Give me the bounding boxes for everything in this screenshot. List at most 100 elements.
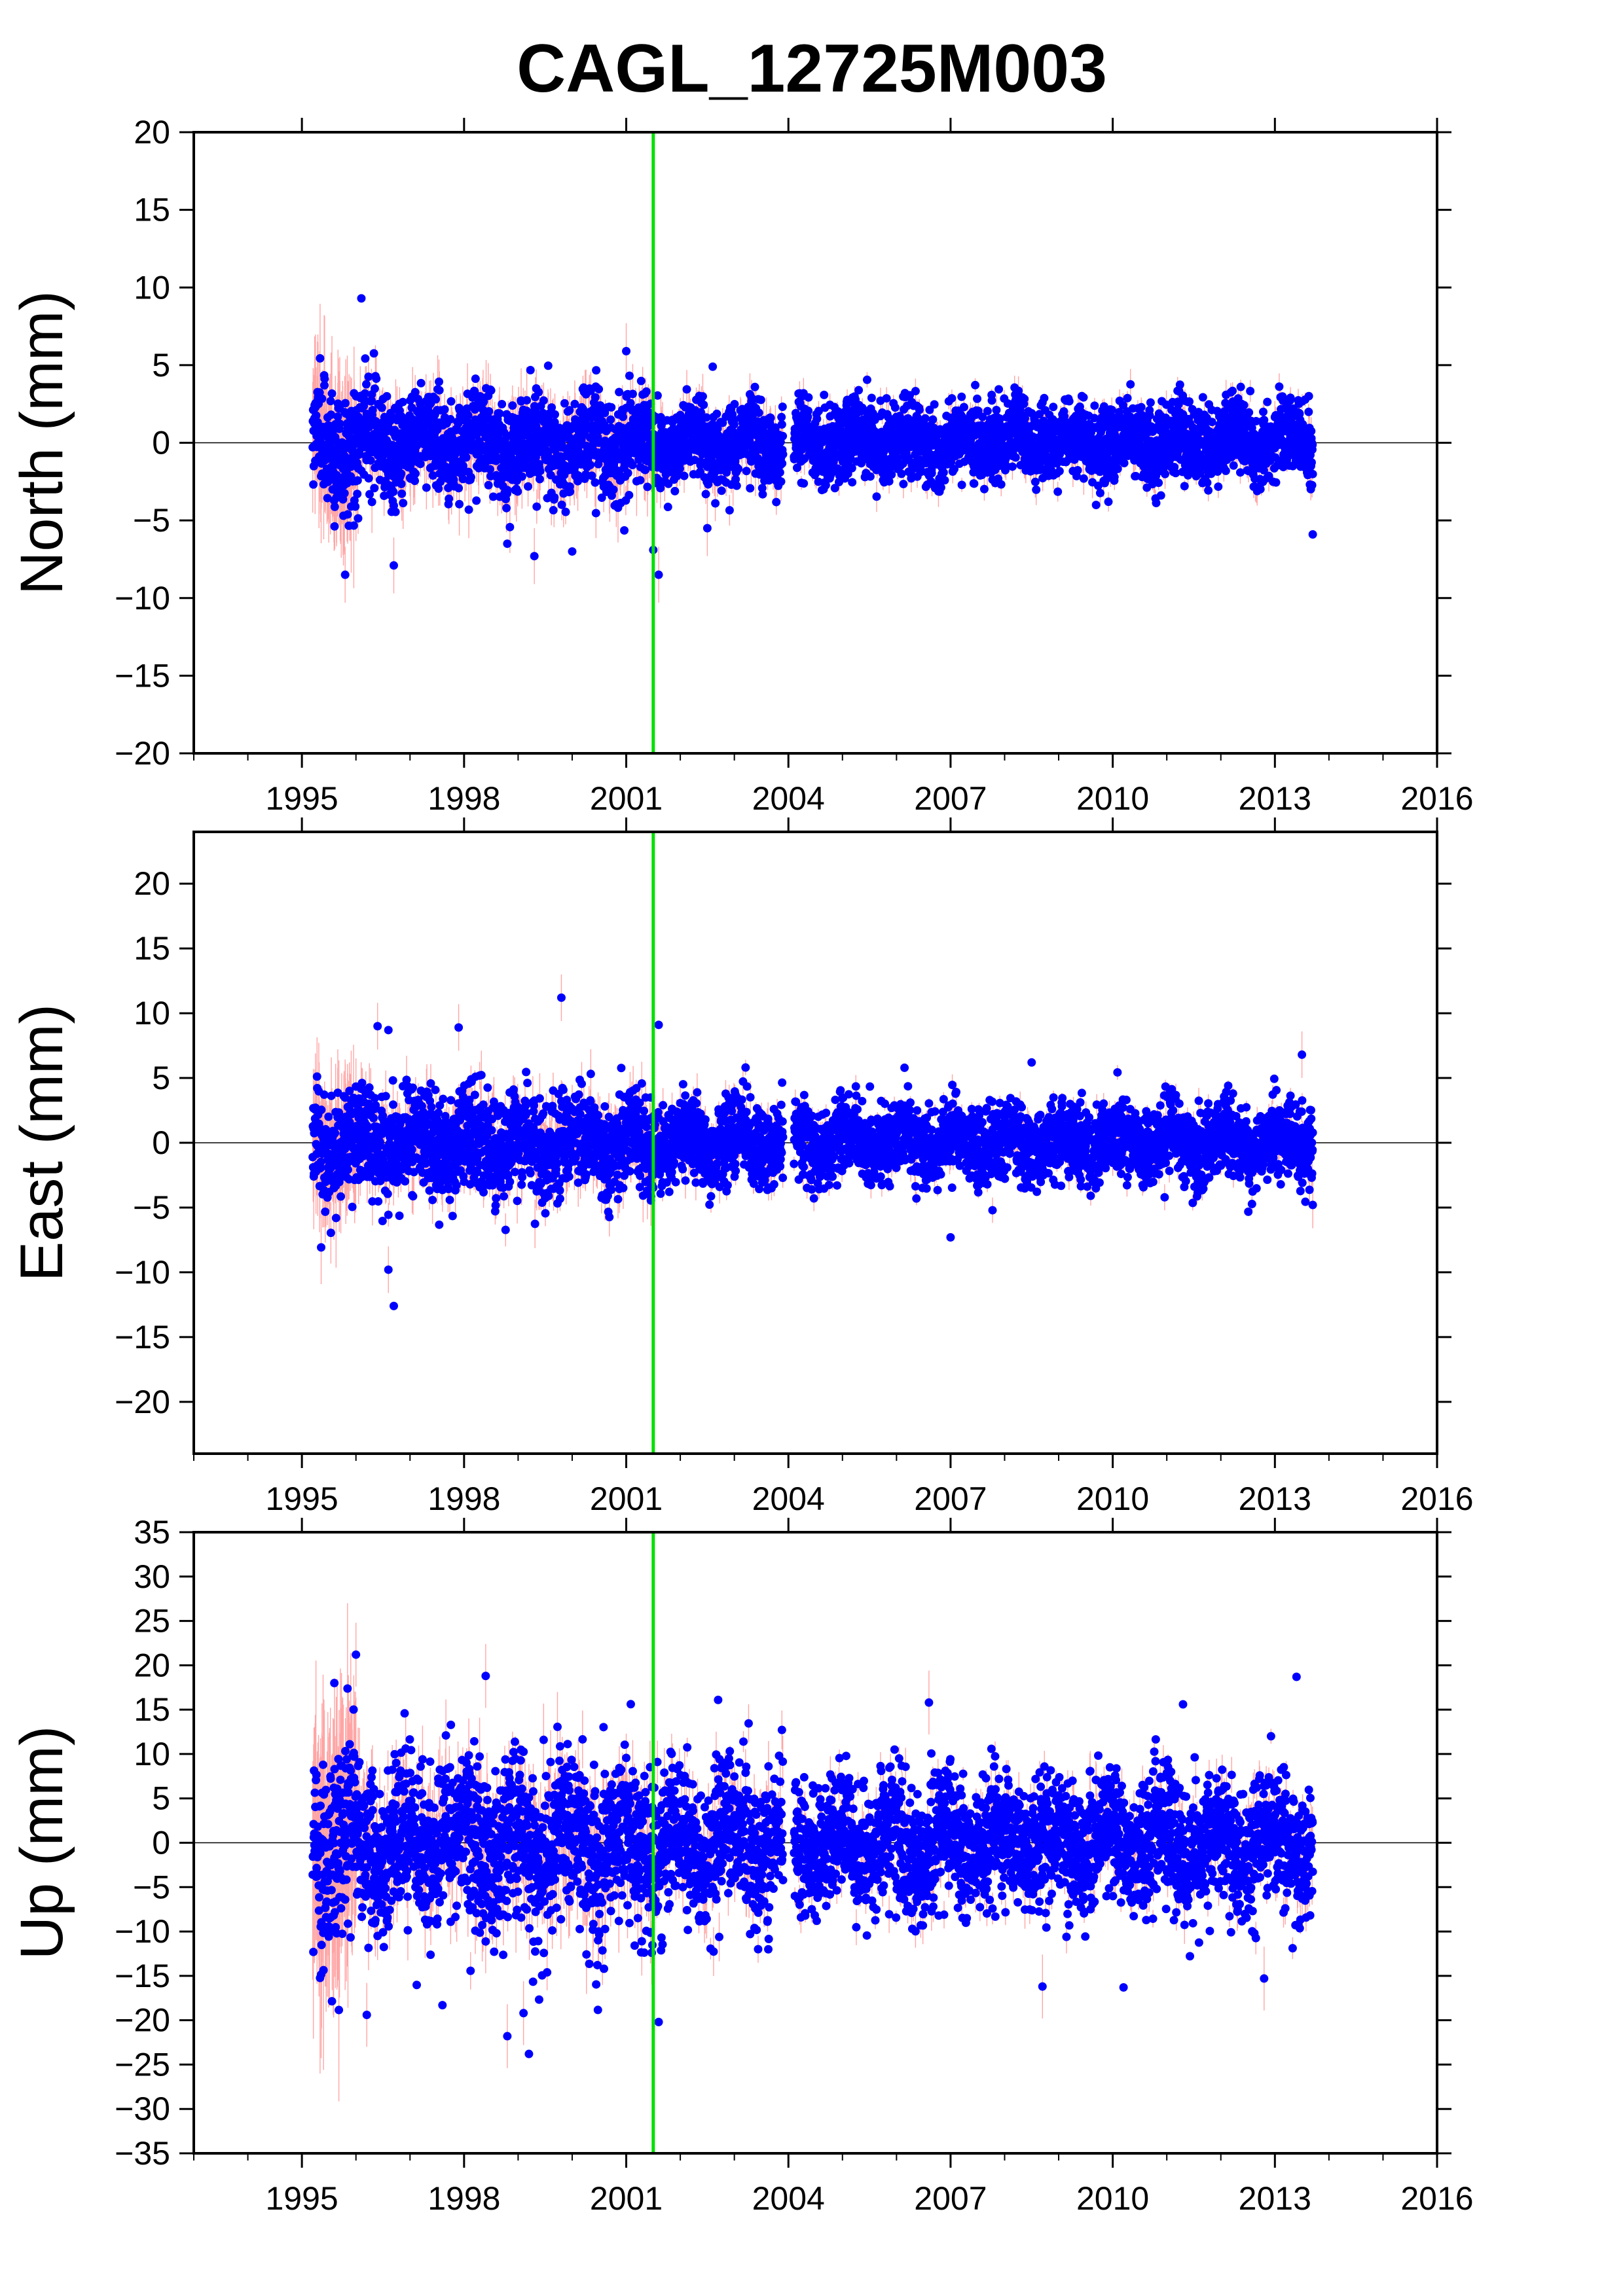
north-data-point: [410, 476, 420, 486]
north-data-point: [464, 505, 473, 514]
north-data-point: [778, 431, 788, 440]
north-data-point: [361, 389, 370, 398]
north-data-point: [772, 497, 781, 507]
north-data-point: [619, 412, 628, 422]
north-data-point: [747, 393, 756, 403]
north-data-point: [550, 418, 559, 427]
north-data-point: [435, 377, 444, 386]
north-data-point: [696, 408, 705, 417]
north-data-point: [350, 496, 359, 505]
north-data-point: [435, 386, 444, 395]
north-data-point: [642, 387, 651, 396]
north-data-point: [341, 399, 350, 408]
north-data-point: [776, 477, 786, 486]
north-data-point: [411, 469, 420, 478]
north-data-point: [746, 484, 755, 493]
north-data-point: [316, 353, 325, 363]
north-data-point: [643, 482, 652, 492]
north-data-point: [704, 480, 713, 489]
north-data-point: [495, 409, 504, 418]
north-data-point: [353, 476, 362, 485]
north-data-point: [592, 366, 601, 375]
north-data-point: [626, 399, 635, 408]
north-data-point: [587, 471, 596, 480]
north-data-point: [628, 389, 637, 399]
north-data-point: [488, 492, 498, 501]
north-data-point: [330, 502, 339, 511]
north-data-point: [524, 482, 533, 491]
north-data-point: [471, 374, 480, 384]
north-data-point: [853, 445, 862, 454]
north-data-point: [549, 506, 558, 515]
north-data-point: [712, 409, 721, 418]
north-data-point: [814, 406, 823, 416]
north-data-point: [734, 464, 743, 473]
north-data-point: [591, 509, 600, 518]
north-data-point: [792, 463, 801, 473]
north-data-point: [884, 476, 894, 486]
north-data-point: [320, 374, 329, 384]
north-data-point: [534, 387, 543, 397]
north-data-point: [369, 349, 378, 358]
north-data-point: [539, 396, 548, 405]
north-data-point: [636, 376, 646, 386]
north-data-point: [775, 468, 784, 477]
north-data-point: [799, 479, 809, 488]
north-data-point: [330, 522, 339, 531]
north-data-point: [742, 467, 751, 476]
north-data-point: [653, 391, 662, 400]
north-data-point: [319, 381, 329, 390]
north-data-point: [830, 484, 839, 493]
north-data-point: [682, 385, 691, 394]
north-data-point: [757, 484, 767, 493]
north-data-point: [464, 411, 473, 420]
north-data-point: [750, 382, 759, 391]
north-data-point: [532, 502, 541, 511]
north-data-point: [625, 490, 634, 499]
north-data-point: [416, 378, 426, 387]
north-data-point: [758, 490, 767, 499]
north-data-point: [670, 486, 680, 495]
north-data-point: [636, 476, 645, 485]
north-data-point: [777, 420, 786, 429]
north-data-point: [597, 493, 606, 502]
north-data-point: [543, 361, 553, 370]
north-data-point: [641, 465, 650, 475]
north-data-point: [591, 478, 600, 487]
north-data-point: [778, 459, 787, 468]
chart-title: CAGL_12725M003: [517, 31, 1107, 107]
north-data-point: [882, 394, 891, 403]
north-data-point: [366, 456, 375, 465]
north-data-point: [544, 410, 553, 419]
north-data-point: [557, 500, 566, 509]
north-data-point: [833, 406, 843, 416]
north-data-point: [416, 459, 425, 469]
north-data-point: [820, 390, 829, 399]
north-data-point: [675, 464, 684, 473]
north-data-point: [422, 483, 431, 492]
north-data-point: [370, 384, 379, 393]
north-data-point: [756, 395, 765, 404]
north-data-point: [771, 423, 780, 432]
north-data-point: [447, 397, 456, 406]
north-plot-area: [194, 132, 1437, 753]
north-data-point: [565, 406, 574, 415]
north-data-point: [513, 487, 522, 496]
north-data-point: [778, 402, 787, 411]
north-data-point: [535, 475, 544, 484]
north-data-point: [778, 450, 788, 459]
north-data-point: [326, 397, 335, 406]
north-data-point: [327, 410, 336, 420]
north-data-point: [586, 460, 595, 469]
north-data-point: [731, 475, 740, 484]
north-data-point: [367, 396, 376, 405]
north-data-point: [711, 499, 720, 508]
north-data-point: [370, 484, 379, 493]
north-data-point: [848, 478, 857, 487]
north-data-point: [343, 510, 352, 519]
north-data-point: [730, 416, 739, 425]
north-data-point: [821, 480, 830, 490]
north-data-point: [479, 397, 488, 406]
north-data-point: [318, 394, 327, 403]
